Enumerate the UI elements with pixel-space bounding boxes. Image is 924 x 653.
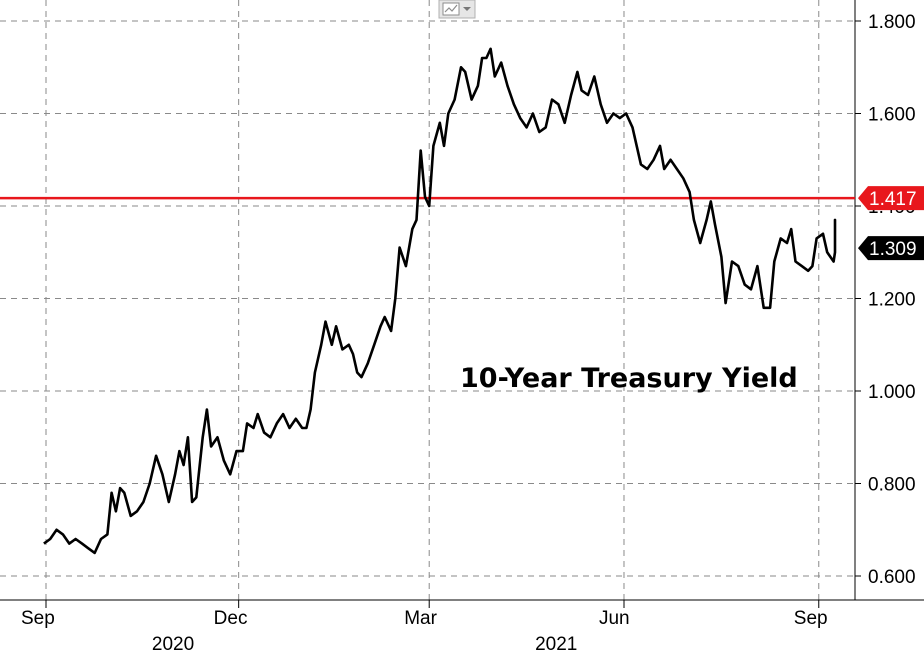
series-line: [43, 47, 837, 555]
chevron-down-icon[interactable]: [463, 7, 471, 11]
last-value-tag: 1.309: [858, 236, 924, 261]
x-tick-label: Sep: [794, 608, 828, 629]
y-tick-label: 1.600: [868, 105, 916, 126]
year-label: 2020: [152, 634, 194, 653]
reference-value-tag-bg: [858, 186, 924, 211]
y-tick-label: 1.200: [868, 290, 916, 311]
x-tick-label: Jun: [599, 608, 630, 629]
x-tick-label: Sep: [21, 608, 55, 629]
chart-annotation: 10-Year Treasury Yield: [460, 363, 798, 394]
chart-type-toggle[interactable]: [438, 0, 476, 19]
reference-value-label: 1.417: [869, 189, 917, 210]
last-value-tag-bg: [858, 236, 924, 261]
year-label: 2021: [535, 634, 577, 653]
x-axis: Sep Dec Mar Jun Sep 2020 2021: [21, 600, 828, 653]
reference-value-tag: 1.417: [858, 186, 924, 211]
last-value-label: 1.309: [869, 239, 917, 260]
x-tick-label: Dec: [214, 608, 248, 629]
x-tick-label: Mar: [404, 608, 437, 629]
y-tick-label: 1.000: [868, 382, 916, 403]
line-chart-icon-stroke: [444, 4, 458, 13]
y-tick-label: 0.600: [868, 567, 916, 588]
y-tick-label: 1.800: [868, 12, 916, 33]
y-tick-label: 0.800: [868, 475, 916, 496]
grid: [0, 0, 855, 600]
line-chart-icon[interactable]: [442, 2, 460, 16]
